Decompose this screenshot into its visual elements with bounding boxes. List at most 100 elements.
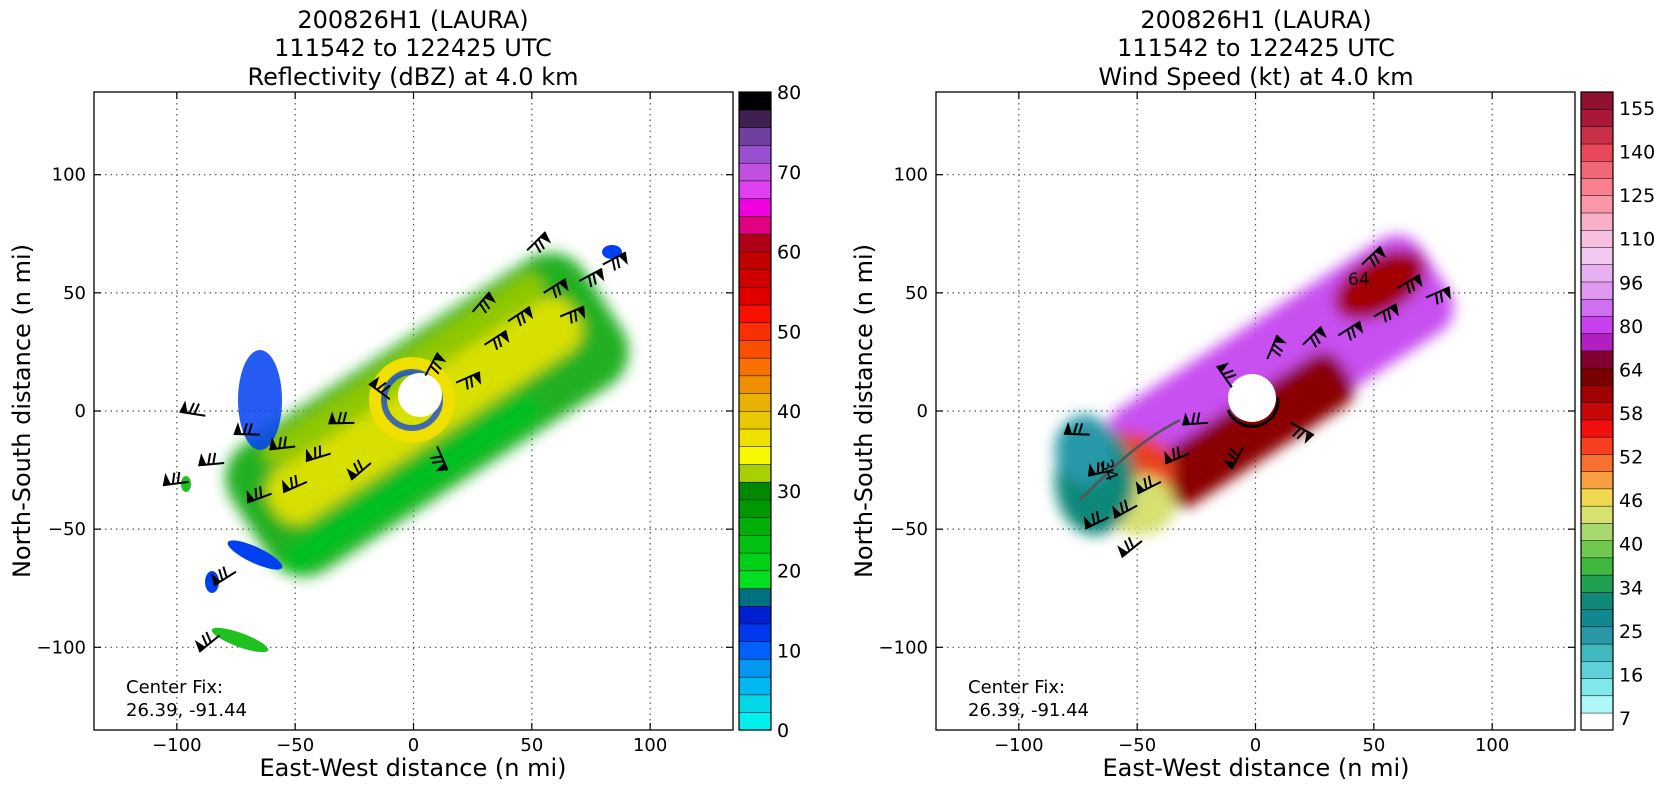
wind-speed-panel: 200826H1 (LAURA) 111542 to 122425 UTC Wi… (850, 6, 1654, 782)
panel-title-line-2: 111542 to 122425 UTC (1117, 34, 1395, 62)
colorbar-segment (1581, 126, 1613, 144)
colorbar-segment (739, 92, 771, 110)
colorbar-segment (739, 322, 771, 340)
wind-barb (1114, 532, 1142, 558)
colorbar-segment (739, 145, 771, 163)
colorbar-segment (1581, 92, 1613, 110)
colorbar-segment (1581, 627, 1613, 645)
colorbar-segment (1581, 592, 1613, 610)
wind-speed-colorbar: 716253440465258648096110125140155 (1581, 92, 1654, 730)
wind-barb (180, 400, 208, 416)
colorbar-segment (1581, 230, 1613, 248)
colorbar-segment (739, 464, 771, 482)
colorbar-segment (739, 482, 771, 500)
colorbar-segment (1581, 316, 1613, 334)
colorbar-segment (739, 163, 771, 181)
colorbar-tick-label: 40 (777, 401, 801, 423)
wind-barb (197, 451, 224, 465)
colorbar-tick-label: 110 (1619, 229, 1654, 251)
colorbar-tick-label: 0 (777, 720, 789, 742)
colorbar-segment (739, 181, 771, 199)
colorbar-segment (739, 677, 771, 695)
x-axis-label: East-West distance (n mi) (1102, 754, 1409, 782)
colorbar-segment (739, 127, 771, 145)
colorbar-segment (739, 606, 771, 624)
colorbar-segment (1581, 678, 1613, 696)
colorbar-segment (1581, 696, 1613, 714)
colorbar-segment (739, 376, 771, 394)
colorbar-tick-label: 96 (1619, 272, 1643, 294)
colorbar-tick-label: 46 (1619, 490, 1643, 512)
x-axis-label: East-West distance (n mi) (259, 754, 566, 782)
x-tick-label: −50 (276, 735, 314, 756)
green-echo (181, 476, 191, 492)
center-fix-label: Center Fix: (968, 677, 1065, 698)
x-tick-label: 50 (520, 735, 543, 756)
colorbar-segment (1581, 661, 1613, 679)
colorbar-segment (739, 429, 771, 447)
colorbar-segment (739, 358, 771, 376)
y-tick-label: −50 (48, 519, 86, 540)
colorbar-tick-label: 80 (1619, 316, 1643, 338)
panel-title-line-1: 200826H1 (LAURA) (297, 6, 528, 34)
colorbar-segment (1581, 178, 1613, 196)
colorbar-segment (1581, 402, 1613, 420)
x-tick-label: 100 (1475, 735, 1509, 756)
colorbar-segment (1581, 454, 1613, 472)
colorbar-segment (739, 234, 771, 252)
eye (398, 373, 442, 417)
colorbar-segment (1581, 144, 1613, 162)
panel-title-line-3: Wind Speed (kt) at 4.0 km (1098, 63, 1413, 91)
colorbar-segment (739, 340, 771, 358)
panel-title-line-3: Reflectivity (dBZ) at 4.0 km (248, 63, 579, 91)
colorbar-segment (1581, 109, 1613, 127)
colorbar-tick-label: 50 (777, 321, 801, 343)
colorbar-tick-label: 16 (1619, 664, 1643, 686)
colorbar-segment (739, 110, 771, 128)
y-tick-label: 50 (63, 283, 86, 304)
x-tick-label: −100 (994, 735, 1043, 756)
y-tick-label: 0 (75, 401, 86, 422)
colorbar-tick-label: 125 (1619, 185, 1654, 207)
y-tick-label: 50 (905, 283, 928, 304)
colorbar-segment (739, 712, 771, 730)
x-tick-label: −50 (1118, 735, 1156, 756)
y-tick-label: 0 (917, 401, 928, 422)
colorbar-segment (1581, 161, 1613, 179)
colorbar-segment (1581, 247, 1613, 265)
colorbar-segment (1581, 644, 1613, 662)
colorbar-segment (1581, 264, 1613, 282)
colorbar-segment (739, 305, 771, 323)
colorbar-segment (1581, 351, 1613, 369)
contour-label: 64 (1348, 270, 1370, 290)
eye (1228, 374, 1276, 422)
colorbar-segment (1581, 368, 1613, 386)
colorbar-segment (739, 659, 771, 677)
x-tick-label: 100 (633, 735, 667, 756)
colorbar-segment (1581, 558, 1613, 576)
colorbar-tick-label: 34 (1619, 577, 1643, 599)
figure: 200826H1 (LAURA) 111542 to 122425 UTC Re… (0, 0, 1654, 787)
colorbar-segment (1581, 609, 1613, 627)
x-tick-label: 0 (1250, 735, 1261, 756)
colorbar-segment (1581, 213, 1613, 231)
colorbar-segment (739, 517, 771, 535)
colorbar-tick-label: 60 (777, 242, 801, 264)
colorbar-segment (739, 641, 771, 659)
colorbar-segment (739, 624, 771, 642)
colorbar-tick-label: 25 (1619, 621, 1643, 643)
reflectivity-field (161, 232, 644, 657)
colorbar-tick-label: 64 (1619, 359, 1643, 381)
colorbar-tick-label: 10 (777, 640, 801, 662)
colorbar-segment (739, 571, 771, 589)
colorbar-tick-label: 40 (1619, 534, 1643, 556)
colorbar-segment (1581, 195, 1613, 213)
panel-title-line-1: 200826H1 (LAURA) (1140, 6, 1371, 34)
colorbar-segment (1581, 523, 1613, 541)
colorbar-segment (1581, 437, 1613, 455)
colorbar-segment (739, 216, 771, 234)
center-fix-label: Center Fix: (126, 677, 223, 698)
colorbar-segment (739, 588, 771, 606)
y-tick-label: −100 (879, 637, 928, 658)
colorbar-tick-label: 30 (777, 481, 801, 503)
